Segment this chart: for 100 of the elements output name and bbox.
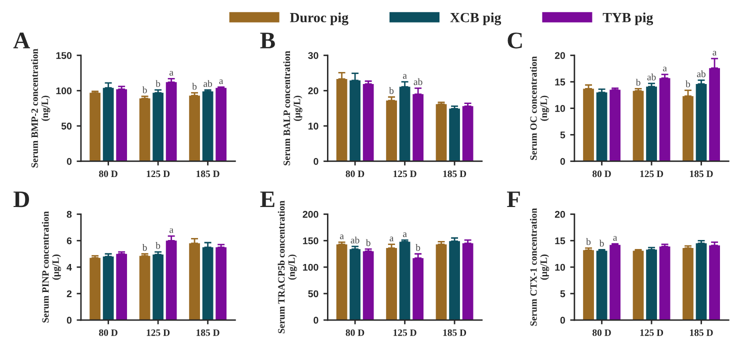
- x-tick-label: 80 D: [346, 170, 364, 178]
- y-tick-label: 5: [560, 132, 566, 138]
- data-label: b: [636, 78, 640, 86]
- chart-title: A: [13, 32, 30, 48]
- data-label: b: [142, 86, 147, 94]
- y-tick-label: 15: [555, 78, 566, 86]
- y-axis-title: Serum BALP concentration (μg/L): [283, 50, 302, 166]
- legend-label: Duroc pig: [290, 12, 348, 26]
- bar: [152, 254, 164, 320]
- chart-title: D: [14, 192, 30, 208]
- data-label: a: [390, 236, 394, 242]
- bar: [139, 98, 150, 162]
- bar: [436, 244, 447, 320]
- x-tick-label: 125 D: [394, 170, 416, 178]
- bar: [412, 258, 424, 320]
- x-tick-label: 185 D: [690, 329, 713, 336]
- data-label: a: [402, 74, 407, 79]
- y-tick-label: 20: [554, 210, 566, 218]
- data-label: b: [686, 80, 690, 88]
- bar: [696, 84, 707, 162]
- y-tick-label: 50: [308, 290, 318, 298]
- bar: [139, 256, 150, 320]
- x-tick-label: 125 D: [146, 170, 170, 178]
- bar: [610, 90, 620, 162]
- y-tick-label: 8: [66, 210, 72, 218]
- x-tick-label: 80 D: [346, 329, 364, 336]
- bar: [166, 240, 177, 320]
- x-tick-label: 185 D: [196, 170, 220, 178]
- data-label: b: [586, 238, 591, 246]
- y-tick-label: 0: [66, 158, 72, 165]
- bar: [166, 82, 177, 162]
- y-tick-label: 30: [308, 52, 318, 59]
- x-tick-label: 185 D: [196, 329, 220, 336]
- bar: [116, 89, 128, 162]
- data-label: a: [170, 228, 174, 233]
- x-tick-label: 125 D: [394, 329, 416, 336]
- chart-title: E: [260, 192, 274, 208]
- bar: [462, 106, 474, 162]
- bar: [90, 258, 100, 320]
- bar: [646, 86, 657, 162]
- y-axis-title: Serum TRACP5b concentration (ng/L): [278, 200, 297, 334]
- data-label: b: [416, 244, 420, 251]
- bar: [399, 86, 410, 162]
- data-label: b: [192, 82, 197, 90]
- x-tick-label: 125 D: [146, 329, 170, 336]
- y-tick-label: 100: [303, 264, 318, 271]
- data-label: a: [170, 70, 174, 76]
- x-tick-label: 80 D: [592, 170, 611, 178]
- y-axis-title: Serum PINP concentration (μg/L): [42, 211, 61, 322]
- y-tick-label: 20: [554, 52, 566, 59]
- bar: [386, 100, 397, 162]
- data-label: ab: [647, 74, 656, 80]
- bar: [362, 84, 374, 162]
- x-tick-label: 80 D: [99, 329, 118, 336]
- y-tick-label: 0: [314, 316, 318, 324]
- bar: [102, 256, 114, 320]
- data-label: b: [142, 244, 147, 251]
- chart-title: C: [508, 32, 522, 48]
- data-label: b: [366, 239, 370, 246]
- y-tick-label: 20: [308, 87, 318, 94]
- bar: [189, 243, 200, 320]
- data-label: b: [156, 80, 160, 87]
- data-label: ab: [204, 80, 212, 87]
- bar: [583, 88, 594, 162]
- y-tick-label: 200: [302, 210, 318, 218]
- data-label: b: [156, 242, 160, 249]
- bar: [216, 247, 227, 320]
- y-tick-label: 2: [66, 290, 72, 298]
- data-label: ab: [350, 236, 360, 244]
- data-label: b: [599, 240, 604, 247]
- bar: [90, 92, 100, 162]
- bar: [386, 248, 397, 320]
- data-label: a: [712, 50, 717, 56]
- bar: [362, 251, 374, 320]
- bar: [152, 92, 164, 162]
- y-tick-label: 15: [555, 237, 566, 244]
- data-label: a: [402, 232, 407, 238]
- y-tick-label: 0: [66, 316, 72, 324]
- bar: [216, 88, 227, 162]
- y-tick-label: 50: [61, 122, 72, 130]
- y-axis-title: Serum CTX-1 concentration (μg/L): [530, 208, 550, 326]
- bar: [596, 92, 608, 162]
- bar: [116, 254, 128, 320]
- x-tick-label: 185 D: [690, 170, 713, 178]
- bar: [399, 242, 410, 320]
- y-tick-label: 10: [555, 264, 566, 271]
- legend-label: XCB pig: [450, 12, 502, 26]
- y-tick-label: 4: [66, 264, 72, 271]
- data-label: a: [613, 236, 618, 241]
- x-tick-label: 185 D: [443, 329, 466, 336]
- y-tick-label: 100: [56, 87, 72, 94]
- y-axis-title: Serum OC concentration (ng/L): [530, 56, 550, 160]
- y-tick-label: 10: [555, 105, 566, 112]
- bar: [449, 108, 460, 162]
- x-tick-label: 185 D: [443, 170, 466, 178]
- bar: [350, 249, 360, 320]
- y-tick-label: 6: [66, 237, 72, 244]
- bar: [632, 90, 644, 162]
- x-tick-label: 125 D: [640, 329, 664, 336]
- y-tick-label: 150: [303, 237, 318, 244]
